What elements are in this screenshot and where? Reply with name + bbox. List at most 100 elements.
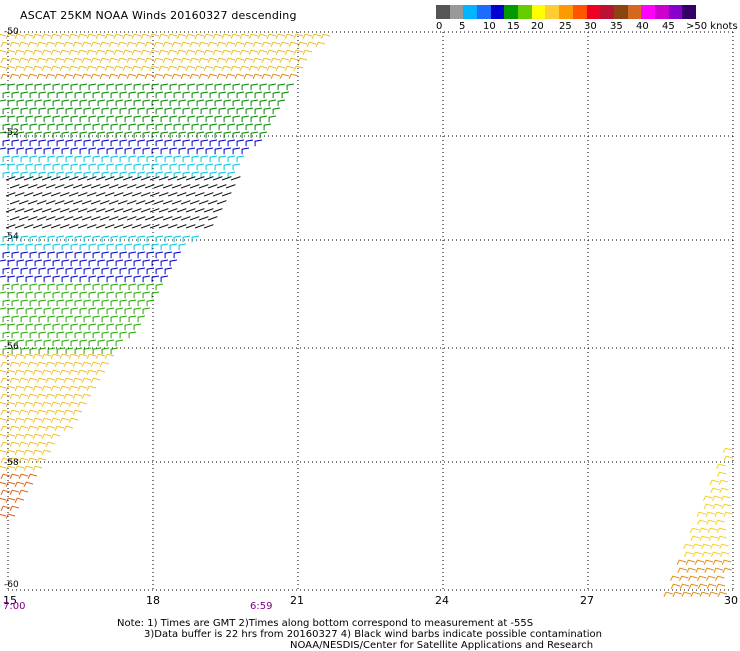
wind-barb (77, 33, 88, 39)
wind-barb (203, 208, 214, 213)
wind-barb (160, 275, 169, 283)
wind-barb (38, 139, 47, 147)
wind-barb (140, 208, 151, 213)
wind-barb (110, 267, 119, 275)
wind-barb (117, 57, 128, 63)
wind-barb (95, 176, 106, 181)
wind-barb (169, 259, 178, 267)
wind-barb (5, 497, 16, 503)
wind-barb (171, 216, 182, 221)
wind-barb (72, 393, 83, 399)
wind-barb (63, 216, 74, 221)
wind-barb (144, 200, 155, 205)
wind-barb (18, 425, 29, 431)
wind-barb (144, 216, 155, 221)
wind-barb (133, 323, 142, 331)
wind-barb (257, 33, 268, 39)
wind-barb (248, 33, 259, 39)
wind-barb (180, 41, 191, 47)
wind-barb (205, 147, 214, 155)
wind-barb (117, 73, 128, 79)
wind-barb (32, 385, 43, 391)
wind-barb (27, 184, 38, 189)
wind-barb (128, 91, 137, 99)
wind-barb (288, 73, 299, 79)
wind-barb (209, 171, 218, 179)
wind-barb (131, 208, 142, 213)
wind-barb (65, 283, 74, 291)
wind-barb (703, 495, 713, 501)
wind-barb (124, 99, 133, 107)
wind-barb (716, 471, 727, 477)
wind-barb (72, 200, 83, 205)
wind-barb (47, 331, 56, 339)
wind-barb (137, 107, 146, 115)
wind-barb (214, 115, 223, 123)
wind-barb (68, 208, 79, 213)
legend-swatch (559, 5, 574, 19)
wind-barb (232, 131, 241, 139)
wind-barb (81, 393, 92, 399)
wind-barb (137, 171, 146, 179)
wind-barb (23, 49, 34, 55)
wind-barb (38, 347, 47, 355)
wind-barb (5, 33, 16, 39)
wind-barb (7, 147, 16, 155)
lon-label-21: 21 (290, 594, 304, 607)
wind-barb (5, 385, 16, 391)
wind-barb (54, 200, 65, 205)
wind-barb (47, 139, 56, 147)
wind-barb (106, 307, 115, 315)
wind-barb (722, 447, 733, 453)
wind-barb (9, 361, 20, 367)
wind-barb (146, 171, 155, 179)
wind-barb (99, 361, 110, 367)
wind-barb (128, 299, 137, 307)
wind-barb (18, 473, 29, 479)
wind-barb (41, 176, 52, 181)
wind-barb (236, 107, 245, 115)
wind-barb (203, 224, 214, 229)
wind-barb (146, 139, 155, 147)
wind-barb (5, 465, 16, 471)
wind-barb (178, 163, 187, 171)
wind-barb (0, 481, 7, 485)
wind-barb (56, 251, 65, 259)
wind-barb (115, 115, 124, 123)
wind-barb (99, 184, 110, 189)
wind-barb (11, 251, 20, 259)
wind-barb (14, 385, 25, 391)
wind-barb (25, 323, 34, 331)
wind-barb (221, 192, 232, 197)
wind-barb (241, 131, 250, 139)
wind-barb (160, 243, 169, 251)
wind-barb (115, 291, 124, 299)
wind-barb (281, 91, 290, 99)
wind-barb (690, 535, 701, 541)
wind-barb (142, 163, 151, 171)
wind-barb (5, 417, 16, 423)
wind-barb (32, 433, 43, 439)
wind-barb (182, 235, 191, 243)
wind-barb (216, 57, 227, 63)
wind-barb (83, 347, 92, 355)
wind-barb (259, 99, 268, 107)
wind-barb (43, 99, 52, 107)
wind-barb (18, 441, 29, 447)
wind-barb (715, 575, 725, 581)
wind-barb (302, 33, 313, 39)
wind-barb (243, 41, 254, 47)
wind-barb (38, 91, 47, 99)
wind-barb (128, 123, 137, 131)
wind-barb (70, 115, 79, 123)
wind-barb (259, 131, 268, 139)
wind-barb (113, 33, 124, 39)
wind-barb (697, 583, 708, 589)
wind-barb (92, 251, 101, 259)
wind-barb (16, 99, 25, 107)
wind-barb (0, 73, 11, 79)
wind-barb (79, 131, 88, 139)
wind-barb (99, 216, 110, 221)
wind-barb (77, 208, 88, 213)
wind-barb (0, 409, 11, 415)
